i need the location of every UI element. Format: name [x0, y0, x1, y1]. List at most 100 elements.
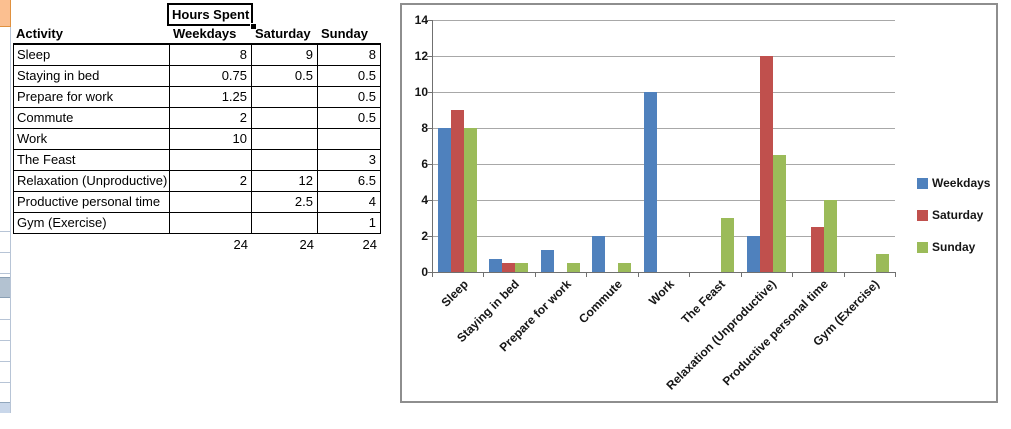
cell-saturday[interactable]: 9 — [252, 45, 318, 66]
bar-chart[interactable]: Weekdays Saturday Sunday 0 2 4 6 8 10 12 14 Slee… — [400, 3, 998, 403]
bar-sunday-6[interactable] — [772, 155, 786, 272]
cell-activity[interactable]: Relaxation (Unproductive) — [13, 171, 170, 192]
cell-activity[interactable]: The Feast — [13, 150, 170, 171]
highlighted-cell-orange[interactable] — [0, 0, 11, 27]
cell-activity[interactable]: Work — [13, 129, 170, 150]
bar-weekdays-4[interactable] — [643, 92, 657, 272]
bar-weekdays-6[interactable] — [746, 236, 760, 272]
bar-sunday-7[interactable] — [824, 200, 838, 272]
table-row: Relaxation (Unproductive) 2 12 6.5 — [13, 171, 381, 192]
cell-saturday[interactable]: 0.5 — [252, 66, 318, 87]
legend-label: Weekdays — [932, 176, 991, 190]
gridline — [432, 236, 895, 237]
cell-saturday[interactable] — [252, 129, 318, 150]
cell-weekdays[interactable]: 8 — [170, 45, 252, 66]
x-axis-tick — [895, 272, 896, 277]
bar-sunday-2[interactable] — [566, 263, 580, 272]
bar-weekdays-1[interactable] — [489, 258, 503, 272]
row-gridline — [0, 252, 10, 253]
total-sunday[interactable]: 24 — [362, 237, 377, 252]
cell-activity[interactable]: Sleep — [13, 45, 170, 66]
cell-activity[interactable]: Gym (Exercise) — [13, 213, 170, 234]
bar-weekdays-0[interactable] — [438, 128, 451, 272]
bar-sunday-8[interactable] — [875, 254, 889, 272]
cell-activity[interactable]: Commute — [13, 108, 170, 129]
cell-sunday[interactable]: 8 — [318, 45, 381, 66]
cell-sunday[interactable]: 4 — [318, 192, 381, 213]
gridline — [432, 128, 895, 129]
cell-saturday[interactable] — [252, 150, 318, 171]
x-axis-tick — [689, 272, 691, 277]
cell-saturday[interactable] — [252, 87, 318, 108]
selected-cell-hours-spent[interactable]: Hours Spent — [167, 3, 253, 26]
cell-weekdays[interactable]: 0.75 — [170, 66, 252, 87]
x-axis-tick — [432, 272, 433, 277]
row-gridline — [0, 340, 10, 341]
bar-sunday-5[interactable] — [721, 218, 735, 272]
cell-weekdays[interactable] — [170, 213, 252, 234]
bar-sunday-1[interactable] — [515, 263, 529, 272]
cell-weekdays[interactable] — [170, 150, 252, 171]
legend-label: Saturday — [932, 208, 984, 222]
total-saturday[interactable]: 24 — [299, 237, 314, 252]
table-header-row: Activity Weekdays Saturday Sunday — [13, 24, 381, 45]
table-row: Work 10 — [13, 129, 381, 150]
y-axis-tick-label: 0 — [421, 265, 428, 279]
gridline — [432, 20, 895, 21]
y-axis-tick — [427, 200, 432, 201]
cell-sunday[interactable]: 1 — [318, 213, 381, 234]
cell-sunday[interactable]: 0.5 — [318, 108, 381, 129]
y-axis-tick-label: 4 — [421, 193, 428, 207]
y-axis-tick-label: 8 — [421, 121, 428, 135]
cell-activity[interactable]: Staying in bed — [13, 66, 170, 87]
bar-saturday-0[interactable] — [451, 110, 464, 272]
row-gridline — [0, 319, 10, 320]
column-header-sunday[interactable]: Sunday — [321, 26, 368, 41]
cell-weekdays[interactable]: 1.25 — [170, 87, 252, 108]
y-axis — [432, 20, 433, 272]
gridline — [432, 164, 895, 165]
column-header-activity[interactable]: Activity — [16, 26, 63, 41]
cell-weekdays[interactable] — [170, 192, 252, 213]
y-axis-tick-label: 14 — [414, 13, 428, 27]
cell-activity[interactable]: Prepare for work — [13, 87, 170, 108]
highlighted-cell-gray[interactable] — [0, 277, 10, 298]
legend-entry-saturday[interactable]: Saturday — [917, 208, 990, 222]
y-axis-tick-label: 12 — [414, 49, 428, 63]
cell-weekdays[interactable]: 2 — [170, 171, 252, 192]
column-header-saturday[interactable]: Saturday — [255, 26, 311, 41]
table-row: Prepare for work 1.25 0.5 — [13, 87, 381, 108]
cell-sunday[interactable]: 3 — [318, 150, 381, 171]
cell-saturday[interactable]: 2.5 — [252, 192, 318, 213]
cell-sunday[interactable]: 6.5 — [318, 171, 381, 192]
cell-weekdays[interactable]: 2 — [170, 108, 252, 129]
y-axis-tick — [427, 236, 432, 237]
cell-sunday[interactable]: 0.5 — [318, 87, 381, 108]
table-row: Staying in bed 0.75 0.5 0.5 — [13, 66, 381, 87]
gridline — [432, 200, 895, 201]
cell-sunday[interactable] — [318, 129, 381, 150]
cell-activity[interactable]: Productive personal time — [13, 192, 170, 213]
cell-saturday[interactable] — [252, 108, 318, 129]
x-axis-tick — [740, 272, 742, 277]
x-axis-tick — [792, 272, 794, 277]
column-header-weekdays[interactable]: Weekdays — [173, 26, 237, 41]
highlighted-cell-blue[interactable] — [0, 402, 10, 413]
table-row: Commute 2 0.5 — [13, 108, 381, 129]
bar-sunday-0[interactable] — [464, 128, 477, 272]
cell-weekdays[interactable]: 10 — [170, 129, 252, 150]
gridline — [432, 56, 895, 57]
bar-weekdays-2[interactable] — [540, 249, 554, 272]
bar-saturday-1[interactable] — [502, 263, 516, 272]
bar-weekdays-3[interactable] — [592, 236, 606, 272]
cell-sunday[interactable]: 0.5 — [318, 66, 381, 87]
cell-saturday[interactable]: 12 — [252, 171, 318, 192]
cell-saturday[interactable] — [252, 213, 318, 234]
y-axis-tick — [427, 164, 432, 165]
bar-saturday-6[interactable] — [759, 56, 773, 272]
legend-entry-weekdays[interactable]: Weekdays — [917, 176, 990, 190]
bar-sunday-3[interactable] — [618, 263, 632, 272]
bar-saturday-7[interactable] — [811, 227, 825, 272]
legend-entry-sunday[interactable]: Sunday — [917, 240, 990, 254]
total-weekdays[interactable]: 24 — [233, 237, 248, 252]
